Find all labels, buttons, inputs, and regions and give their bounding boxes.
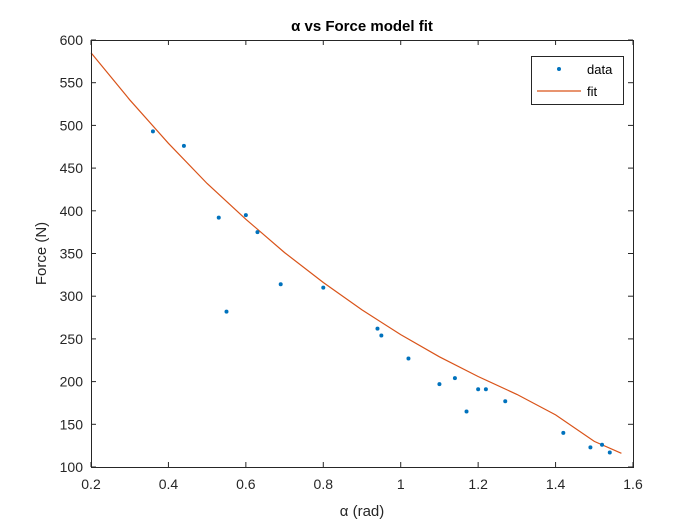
y-tick-label: 500 (60, 117, 84, 133)
y-tick-label: 200 (60, 374, 84, 390)
scatter-layer (150, 129, 612, 455)
data-point (375, 326, 380, 331)
data-point (150, 129, 155, 134)
data-point (464, 409, 469, 414)
fit-line (90, 52, 622, 454)
legend-label-fit: fit (587, 84, 598, 99)
x-tick-label: 1.6 (623, 476, 643, 492)
data-point (243, 213, 248, 218)
y-tick-label: 600 (60, 32, 84, 48)
x-tick-label: 1.2 (468, 476, 488, 492)
data-point (607, 450, 612, 455)
data-point (181, 143, 186, 148)
legend-label-data: data (587, 62, 613, 77)
y-tick-label: 350 (60, 246, 84, 262)
data-point (600, 442, 605, 447)
legend-marker-data (557, 67, 561, 71)
data-point (437, 382, 442, 387)
y-tick-label: 250 (60, 331, 84, 347)
x-tick-label: 1 (397, 476, 405, 492)
x-tick-label: 0.6 (236, 476, 256, 492)
y-tick-label: 100 (60, 459, 84, 475)
data-point (561, 430, 566, 435)
y-tick-label: 150 (60, 416, 84, 432)
legend-box (531, 56, 624, 105)
y-tick-label: 550 (60, 75, 84, 91)
x-tick-label: 0.4 (159, 476, 179, 492)
y-tick-label: 450 (60, 160, 84, 176)
x-tick-label: 0.8 (314, 476, 334, 492)
data-point (278, 282, 283, 287)
data-point (224, 309, 229, 314)
y-tick-label: 300 (60, 288, 84, 304)
axes-box (91, 40, 634, 468)
fit-line-layer (90, 52, 622, 454)
data-point (588, 445, 593, 450)
y-tick-label: 400 (60, 203, 84, 219)
data-point (321, 285, 326, 290)
x-tick-label: 0.2 (81, 476, 101, 492)
legend: data fit (531, 56, 624, 105)
data-point (452, 376, 457, 381)
ticks-layer: 0.2 0.4 0.6 0.8 1 1.2 1.4 1.6 100 150 200 250 300 350… (60, 32, 643, 492)
y-axis-label: Force (N) (33, 222, 50, 285)
chart-title: α vs Force model fit (291, 18, 433, 35)
data-point (406, 356, 411, 361)
data-point (379, 333, 384, 338)
x-tick-label: 1.4 (546, 476, 566, 492)
data-point (476, 387, 481, 392)
x-axis-label: α (rad) (340, 503, 385, 520)
data-point (216, 215, 221, 220)
plot-area (91, 40, 633, 467)
data-point (503, 399, 508, 404)
data-point (255, 230, 260, 235)
data-point (483, 387, 488, 392)
